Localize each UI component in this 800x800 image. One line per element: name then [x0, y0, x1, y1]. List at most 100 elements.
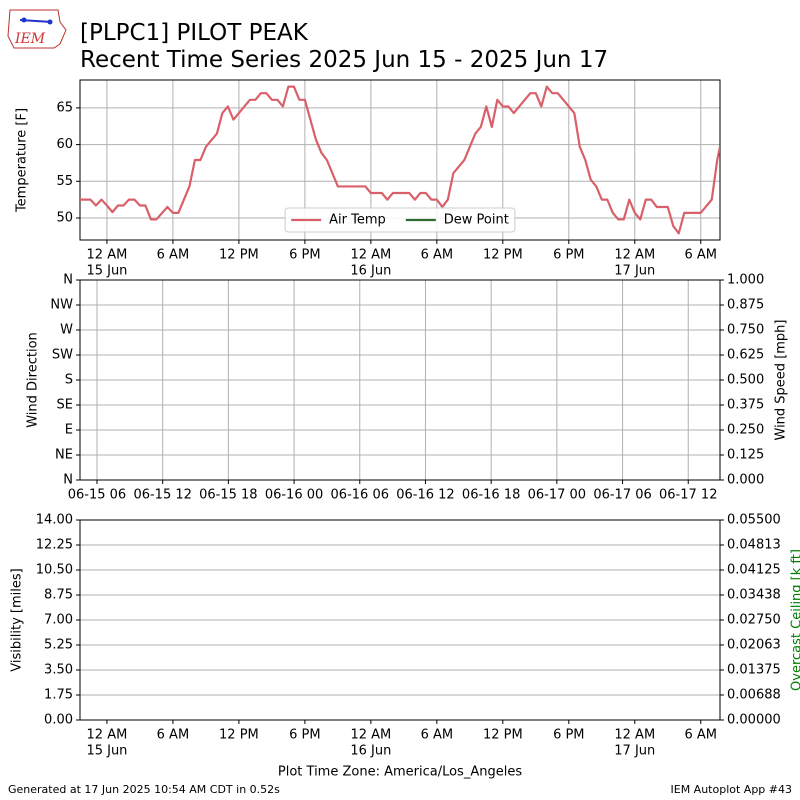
x-tick-date: 17 Jun [614, 264, 655, 279]
logo-dot [21, 17, 27, 23]
y-tick-label: E [65, 423, 73, 438]
legend-label: Dew Point [444, 213, 509, 228]
y-tick-label: SE [57, 398, 73, 413]
x-tick-date: 15 Jun [86, 264, 127, 279]
x-tick-label: 06-16 00 [265, 488, 323, 503]
y2-tick-label: 0.04125 [727, 563, 781, 578]
x-tick-label: 12 PM [219, 728, 259, 743]
y-tick-label: 55 [56, 174, 73, 189]
y-tick-label: 7.00 [44, 613, 73, 628]
x-axis-label: Plot Time Zone: America/Los_Angeles [278, 765, 522, 780]
logo: IEM [7, 9, 67, 49]
y-tick-label: NW [50, 298, 73, 313]
y-tick-label: 0.00 [44, 713, 73, 728]
y2-tick-label: 0.250 [727, 423, 764, 438]
x-tick-label: 6 AM [157, 248, 190, 263]
logo-text: IEM [14, 31, 46, 47]
y-tick-label: 1.75 [44, 688, 73, 703]
y2-tick-label: 0.04813 [727, 537, 781, 552]
plot-frame [79, 279, 721, 481]
y2-tick-label: 0.03438 [727, 587, 781, 602]
y2-axis-label: Overcast Ceiling [k ft] [790, 549, 800, 691]
y2-tick-label: 0.500 [727, 373, 764, 388]
y-tick-label: N [63, 273, 73, 288]
y-axis-label: Wind Direction [26, 332, 41, 428]
y-tick-label: 60 [56, 137, 73, 152]
y2-tick-label: 0.02063 [727, 637, 781, 652]
x-tick-label: 06-15 18 [199, 488, 257, 503]
plot-frame [79, 79, 721, 241]
legend-label: Air Temp [329, 213, 386, 228]
y2-tick-label: 0.750 [727, 323, 764, 338]
x-tick-label: 6 AM [421, 728, 454, 743]
x-tick-label: 12 AM [614, 248, 655, 263]
footer-right: IEM Autoplot App #43 [671, 783, 793, 796]
y2-tick-label: 0.875 [727, 298, 764, 313]
y-tick-label: 5.25 [44, 638, 73, 653]
series-line [80, 85, 720, 235]
y2-tick-label: 0.625 [727, 348, 764, 363]
x-tick-date: 15 Jun [86, 744, 127, 759]
x-tick-label: 12 AM [350, 248, 391, 263]
y-tick-label: NE [55, 448, 73, 463]
y2-tick-label: 0.02750 [727, 613, 781, 628]
y2-axis-label: Wind Speed [mph] [774, 320, 789, 441]
x-tick-label: 06-15 12 [133, 488, 191, 503]
x-tick-label: 12 PM [483, 728, 523, 743]
chart-subtitle: Recent Time Series 2025 Jun 15 - 2025 Ju… [80, 47, 608, 73]
y-tick-label: 8.75 [44, 588, 73, 603]
y-tick-label: SW [52, 348, 73, 363]
x-tick-label: 12 AM [350, 728, 391, 743]
x-tick-label: 12 AM [614, 728, 655, 743]
y-tick-label: 65 [56, 100, 73, 115]
x-tick-label: 06-16 18 [462, 488, 520, 503]
x-tick-label: 06-16 06 [331, 488, 389, 503]
y-tick-label: W [60, 323, 73, 338]
y2-tick-label: 0.00000 [727, 713, 781, 728]
x-tick-label: 6 AM [684, 728, 717, 743]
x-tick-label: 12 AM [87, 728, 128, 743]
y-tick-label: S [65, 373, 73, 388]
x-tick-label: 06-15 06 [68, 488, 126, 503]
y2-tick-label: 1.000 [727, 273, 764, 288]
x-tick-label: 06-17 12 [659, 488, 717, 503]
legend: Air Temp Dew Point [284, 207, 516, 233]
x-tick-label: 12 PM [219, 248, 259, 263]
x-tick-label: 06-16 12 [396, 488, 454, 503]
y2-tick-label: 0.125 [727, 448, 764, 463]
x-tick-label: 6 PM [289, 728, 320, 743]
y-tick-label: 3.50 [44, 663, 73, 678]
y-tick-label: N [63, 473, 73, 488]
x-tick-date: 17 Jun [614, 744, 655, 759]
x-tick-label: 12 AM [87, 248, 128, 263]
y-axis-label: Visibility [miles] [10, 568, 25, 671]
y-tick-label: 10.50 [36, 563, 73, 578]
footer-left: Generated at 17 Jun 2025 10:54 AM CDT in… [8, 783, 280, 796]
y2-tick-label: 0.000 [727, 473, 764, 488]
x-tick-label: 6 PM [289, 248, 320, 263]
y2-tick-label: 0.375 [727, 398, 764, 413]
x-tick-label: 6 AM [421, 248, 454, 263]
x-tick-label: 06-17 06 [593, 488, 651, 503]
x-tick-label: 6 PM [553, 248, 584, 263]
x-tick-label: 06-17 00 [528, 488, 586, 503]
panel: N NE E SE S SW W NW N 0.000 0.125 0.250 0.375 0.500 0.… [26, 273, 789, 503]
plot-frame [79, 519, 721, 721]
x-tick-date: 16 Jun [350, 744, 391, 759]
y2-tick-label: 0.05500 [727, 513, 781, 528]
y-tick-label: 50 [56, 210, 73, 225]
chart-title: [PLPC1] PILOT PEAK [80, 20, 309, 46]
x-tick-label: 12 PM [483, 248, 523, 263]
logo-dot [47, 19, 53, 25]
x-tick-label: 6 PM [553, 728, 584, 743]
x-tick-label: 6 AM [684, 248, 717, 263]
y-tick-label: 12.25 [36, 538, 73, 553]
y-tick-label: 14.00 [36, 513, 73, 528]
panel: 0.00 1.75 3.50 5.25 7.00 8.75 10.50 12.25 14.00 0… [10, 513, 800, 780]
y-axis-label: Temperature [F] [15, 108, 30, 213]
x-tick-date: 16 Jun [350, 264, 391, 279]
y2-tick-label: 0.00688 [727, 687, 781, 702]
y2-tick-label: 0.01375 [727, 663, 781, 678]
